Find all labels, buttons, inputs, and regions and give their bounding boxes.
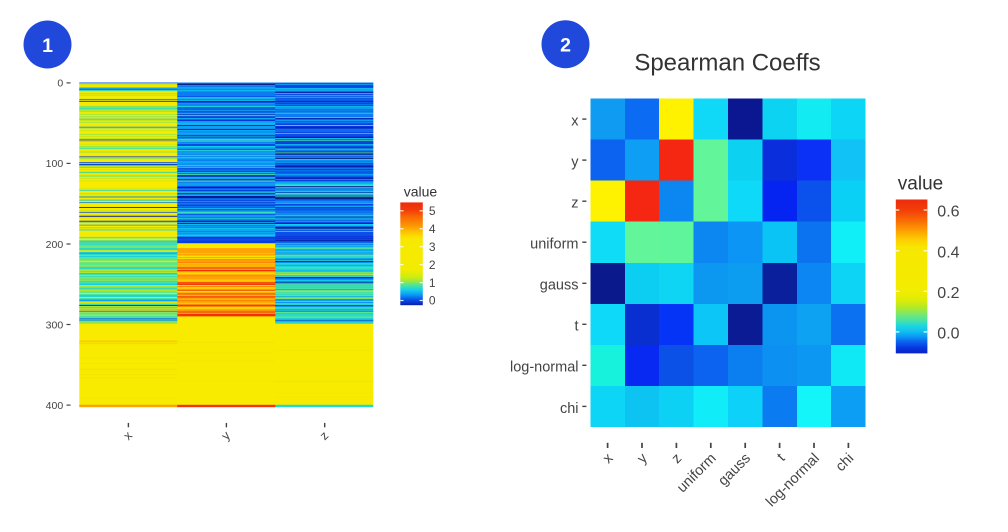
svg-text:1: 1 bbox=[429, 276, 436, 290]
svg-text:4: 4 bbox=[429, 222, 436, 236]
svg-text:0.4: 0.4 bbox=[937, 244, 959, 261]
svg-text:gauss: gauss bbox=[540, 278, 579, 294]
svg-text:2: 2 bbox=[560, 35, 571, 57]
svg-text:1: 1 bbox=[42, 35, 53, 57]
svg-text:y: y bbox=[571, 155, 579, 171]
svg-text:x: x bbox=[571, 114, 579, 130]
svg-text:Spearman Coeffs: Spearman Coeffs bbox=[634, 50, 820, 77]
svg-text:0.6: 0.6 bbox=[937, 204, 959, 221]
svg-text:0: 0 bbox=[429, 294, 436, 308]
svg-text:value: value bbox=[898, 174, 943, 195]
svg-text:log-normal: log-normal bbox=[510, 360, 579, 376]
svg-text:2: 2 bbox=[429, 258, 436, 272]
svg-text:3: 3 bbox=[429, 240, 436, 254]
svg-text:0.0: 0.0 bbox=[937, 326, 959, 343]
svg-text:0: 0 bbox=[57, 78, 63, 90]
svg-text:t: t bbox=[574, 319, 578, 335]
svg-text:z: z bbox=[571, 196, 578, 212]
svg-text:uniform: uniform bbox=[530, 237, 578, 253]
svg-text:200: 200 bbox=[46, 239, 64, 251]
svg-text:5: 5 bbox=[429, 204, 436, 218]
svg-text:400: 400 bbox=[46, 400, 64, 412]
svg-text:value: value bbox=[404, 184, 438, 200]
svg-text:0.2: 0.2 bbox=[937, 285, 959, 302]
svg-text:300: 300 bbox=[46, 319, 64, 331]
svg-text:chi: chi bbox=[560, 401, 579, 417]
svg-text:100: 100 bbox=[46, 158, 64, 170]
